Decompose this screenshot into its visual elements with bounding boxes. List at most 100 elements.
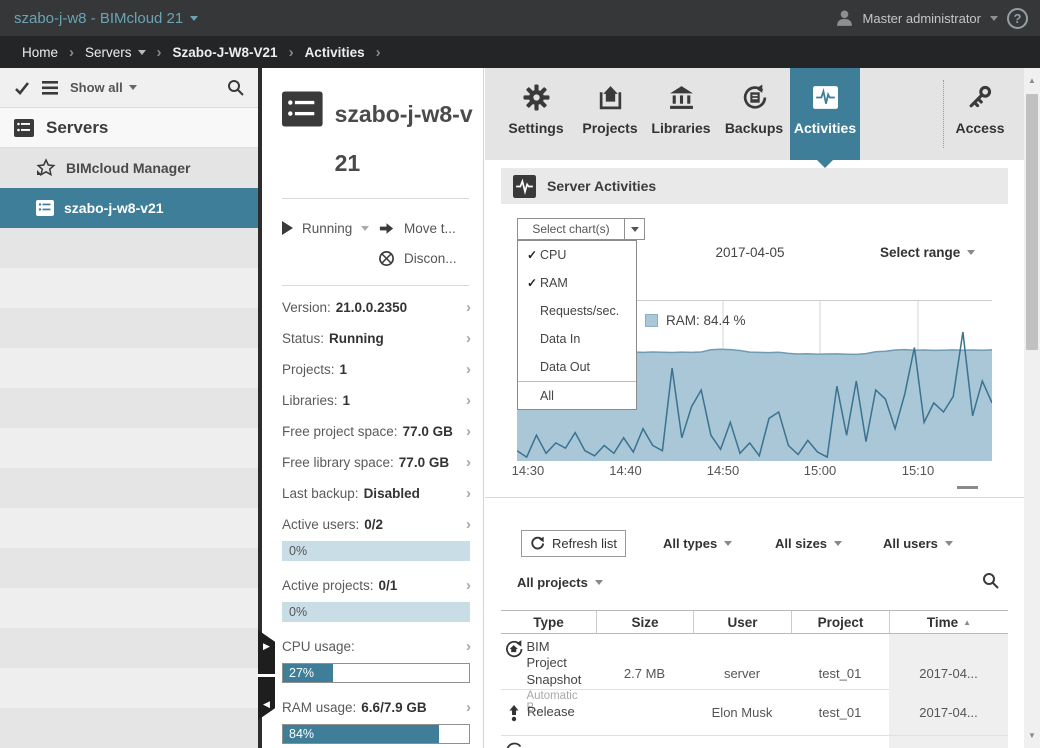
tab-access[interactable]: Access: [947, 68, 1013, 160]
search-icon[interactable]: [227, 79, 244, 96]
filter-all-users[interactable]: All users: [883, 536, 953, 551]
list-menu-icon[interactable]: [42, 80, 58, 95]
detail-row-active-users[interactable]: Active users: 0/2 ›: [282, 516, 471, 533]
x-tick-label: 15:10: [901, 463, 935, 478]
release-icon: [509, 704, 519, 721]
check-filter-icon[interactable]: [14, 80, 30, 96]
column-header-project[interactable]: Project: [791, 611, 889, 633]
chevron-right-icon: ›: [466, 516, 471, 533]
section-title: Server Activities: [547, 178, 657, 194]
show-all-dropdown[interactable]: Show all: [70, 80, 137, 95]
sidebar-group-servers[interactable]: Servers: [0, 108, 258, 148]
user-menu[interactable]: Master administrator: [862, 10, 981, 26]
empty-row: [0, 388, 258, 428]
refresh-list-button[interactable]: Refresh list: [521, 530, 626, 557]
empty-row: [0, 588, 258, 628]
dropdown-arrow[interactable]: [624, 219, 644, 239]
search-icon[interactable]: [982, 572, 999, 589]
x-tick-label: 14:40: [609, 463, 642, 478]
scroll-down-icon[interactable]: ▼: [1028, 731, 1036, 740]
expand-right-icon[interactable]: ▶: [263, 640, 270, 651]
detail-row-cpu-usage[interactable]: CPU usage: ›: [282, 638, 471, 655]
row-project: [791, 736, 889, 748]
server-icon: [14, 118, 34, 137]
table-row[interactable]: Release Elon Musk test_01 2017-04...: [501, 690, 1008, 736]
dropdown-item-ram[interactable]: ✓ RAM: [518, 269, 636, 297]
backup-restore-icon: [743, 84, 766, 109]
detail-row-ram-usage[interactable]: RAM usage: 6.6/7.9 GB ›: [282, 699, 471, 716]
detail-row-free-project-space[interactable]: Free project space: 77.0 GB ›: [282, 423, 471, 440]
detail-row-libraries[interactable]: Libraries: 1 ›: [282, 392, 471, 409]
x-tick-label: 15:00: [803, 463, 837, 478]
detail-row-active-projects[interactable]: Active projects: 0/1 ›: [282, 577, 471, 594]
panel-splitter[interactable]: [258, 68, 262, 748]
dropdown-item-requests[interactable]: ✓Requests/sec.: [540, 304, 620, 318]
detail-row-version[interactable]: Version: 21.0.0.2350 ›: [282, 299, 471, 316]
activities-table: Type Size User Project Time ▲ BIM Project…: [501, 610, 1008, 748]
disconnect-icon: [379, 250, 394, 266]
divider: [485, 497, 1024, 498]
disconnect-button[interactable]: Discon...: [378, 243, 473, 273]
tab-projects[interactable]: Projects: [577, 68, 643, 160]
tab-backups[interactable]: Backups: [719, 68, 789, 160]
scroll-up-icon[interactable]: ▲: [1028, 76, 1036, 85]
filter-all-projects[interactable]: All projects: [517, 575, 603, 590]
column-header-time[interactable]: Time ▲: [889, 611, 1008, 633]
app-title-menu[interactable]: szabo-j-w8 - BIMcloud 21: [14, 10, 199, 27]
chevron-right-icon: ›: [466, 392, 471, 409]
breadcrumb-server[interactable]: Szabo-J-W8-V21: [172, 44, 278, 60]
server-list-sidebar: Show all Servers BIMcloud Manager szabo-…: [0, 68, 258, 748]
chart-resize-handle[interactable]: [957, 486, 978, 489]
table-row[interactable]: BIM Project Snapshot Automatic B... 2.7 M…: [501, 634, 1008, 714]
breadcrumb-activities[interactable]: Activities: [304, 44, 365, 60]
page-title: szabo-j-w8-v21: [334, 101, 473, 176]
ram-legend-swatch: [645, 314, 658, 327]
dropdown-item-data-out[interactable]: ✓Data Out: [540, 360, 591, 374]
tab-settings[interactable]: Settings: [499, 68, 573, 160]
chevron-right-icon: ›: [466, 485, 471, 502]
sidebar-item-szabo-server[interactable]: szabo-j-w8-v21: [0, 188, 258, 228]
vertical-scrollbar[interactable]: ▲ ▼: [1024, 68, 1040, 748]
dropdown-item-all[interactable]: ✓All: [518, 381, 636, 409]
detail-row-status[interactable]: Status: Running ›: [282, 330, 471, 347]
chevron-down-icon: [190, 15, 199, 21]
breadcrumb-separator: ›: [375, 43, 381, 61]
collapse-left-icon[interactable]: ◀: [263, 698, 270, 709]
column-header-type[interactable]: Type: [533, 614, 564, 630]
table-row[interactable]: [501, 736, 1008, 748]
row-size: [596, 736, 693, 748]
empty-row: [0, 428, 258, 468]
select-range-dropdown[interactable]: Select range: [880, 245, 976, 260]
move-to-button[interactable]: Move t...: [378, 213, 473, 243]
filter-all-sizes[interactable]: All sizes: [775, 536, 843, 551]
column-header-user[interactable]: User: [693, 611, 791, 633]
help-button[interactable]: ?: [1007, 7, 1028, 29]
detail-row-free-library-space[interactable]: Free library space: 77.0 GB ›: [282, 454, 471, 471]
row-user: Elon Musk: [711, 705, 773, 720]
tab-activities[interactable]: Activities: [790, 68, 860, 168]
detail-row-projects[interactable]: Projects: 1 ›: [282, 361, 471, 378]
sidebar-item-label: szabo-j-w8-v21: [64, 200, 164, 216]
top-bar: szabo-j-w8 - BIMcloud 21 Master administ…: [0, 0, 1040, 36]
play-icon: [282, 221, 293, 235]
tab-separator: [943, 80, 944, 148]
breadcrumb-servers[interactable]: Servers: [85, 45, 146, 60]
select-charts-dropdown-button[interactable]: Select chart(s): [517, 218, 645, 240]
filter-all-types[interactable]: All types: [663, 536, 733, 551]
dropdown-item-cpu[interactable]: ✓ CPU: [518, 241, 636, 269]
scrollbar-thumb[interactable]: [1026, 94, 1038, 350]
breadcrumb-home[interactable]: Home: [22, 44, 59, 60]
tab-libraries[interactable]: Libraries: [645, 68, 717, 160]
status-running-dropdown[interactable]: Running: [282, 213, 378, 243]
splitter-collapse-handle[interactable]: ▶ ◀: [258, 630, 275, 720]
empty-row: [0, 548, 258, 588]
chart-legend: RAM: 84.4 %: [645, 313, 746, 328]
sidebar-item-bimcloud-manager[interactable]: BIMcloud Manager: [0, 148, 258, 188]
key-icon: [969, 85, 991, 108]
move-arrow-icon: [379, 222, 394, 234]
row-size: 2.7 MB: [623, 666, 666, 682]
column-header-size[interactable]: Size: [596, 611, 693, 633]
detail-row-last-backup[interactable]: Last backup: Disabled ›: [282, 485, 471, 502]
dropdown-item-data-in[interactable]: ✓Data In: [540, 332, 581, 346]
chevron-right-icon: ›: [466, 454, 471, 471]
